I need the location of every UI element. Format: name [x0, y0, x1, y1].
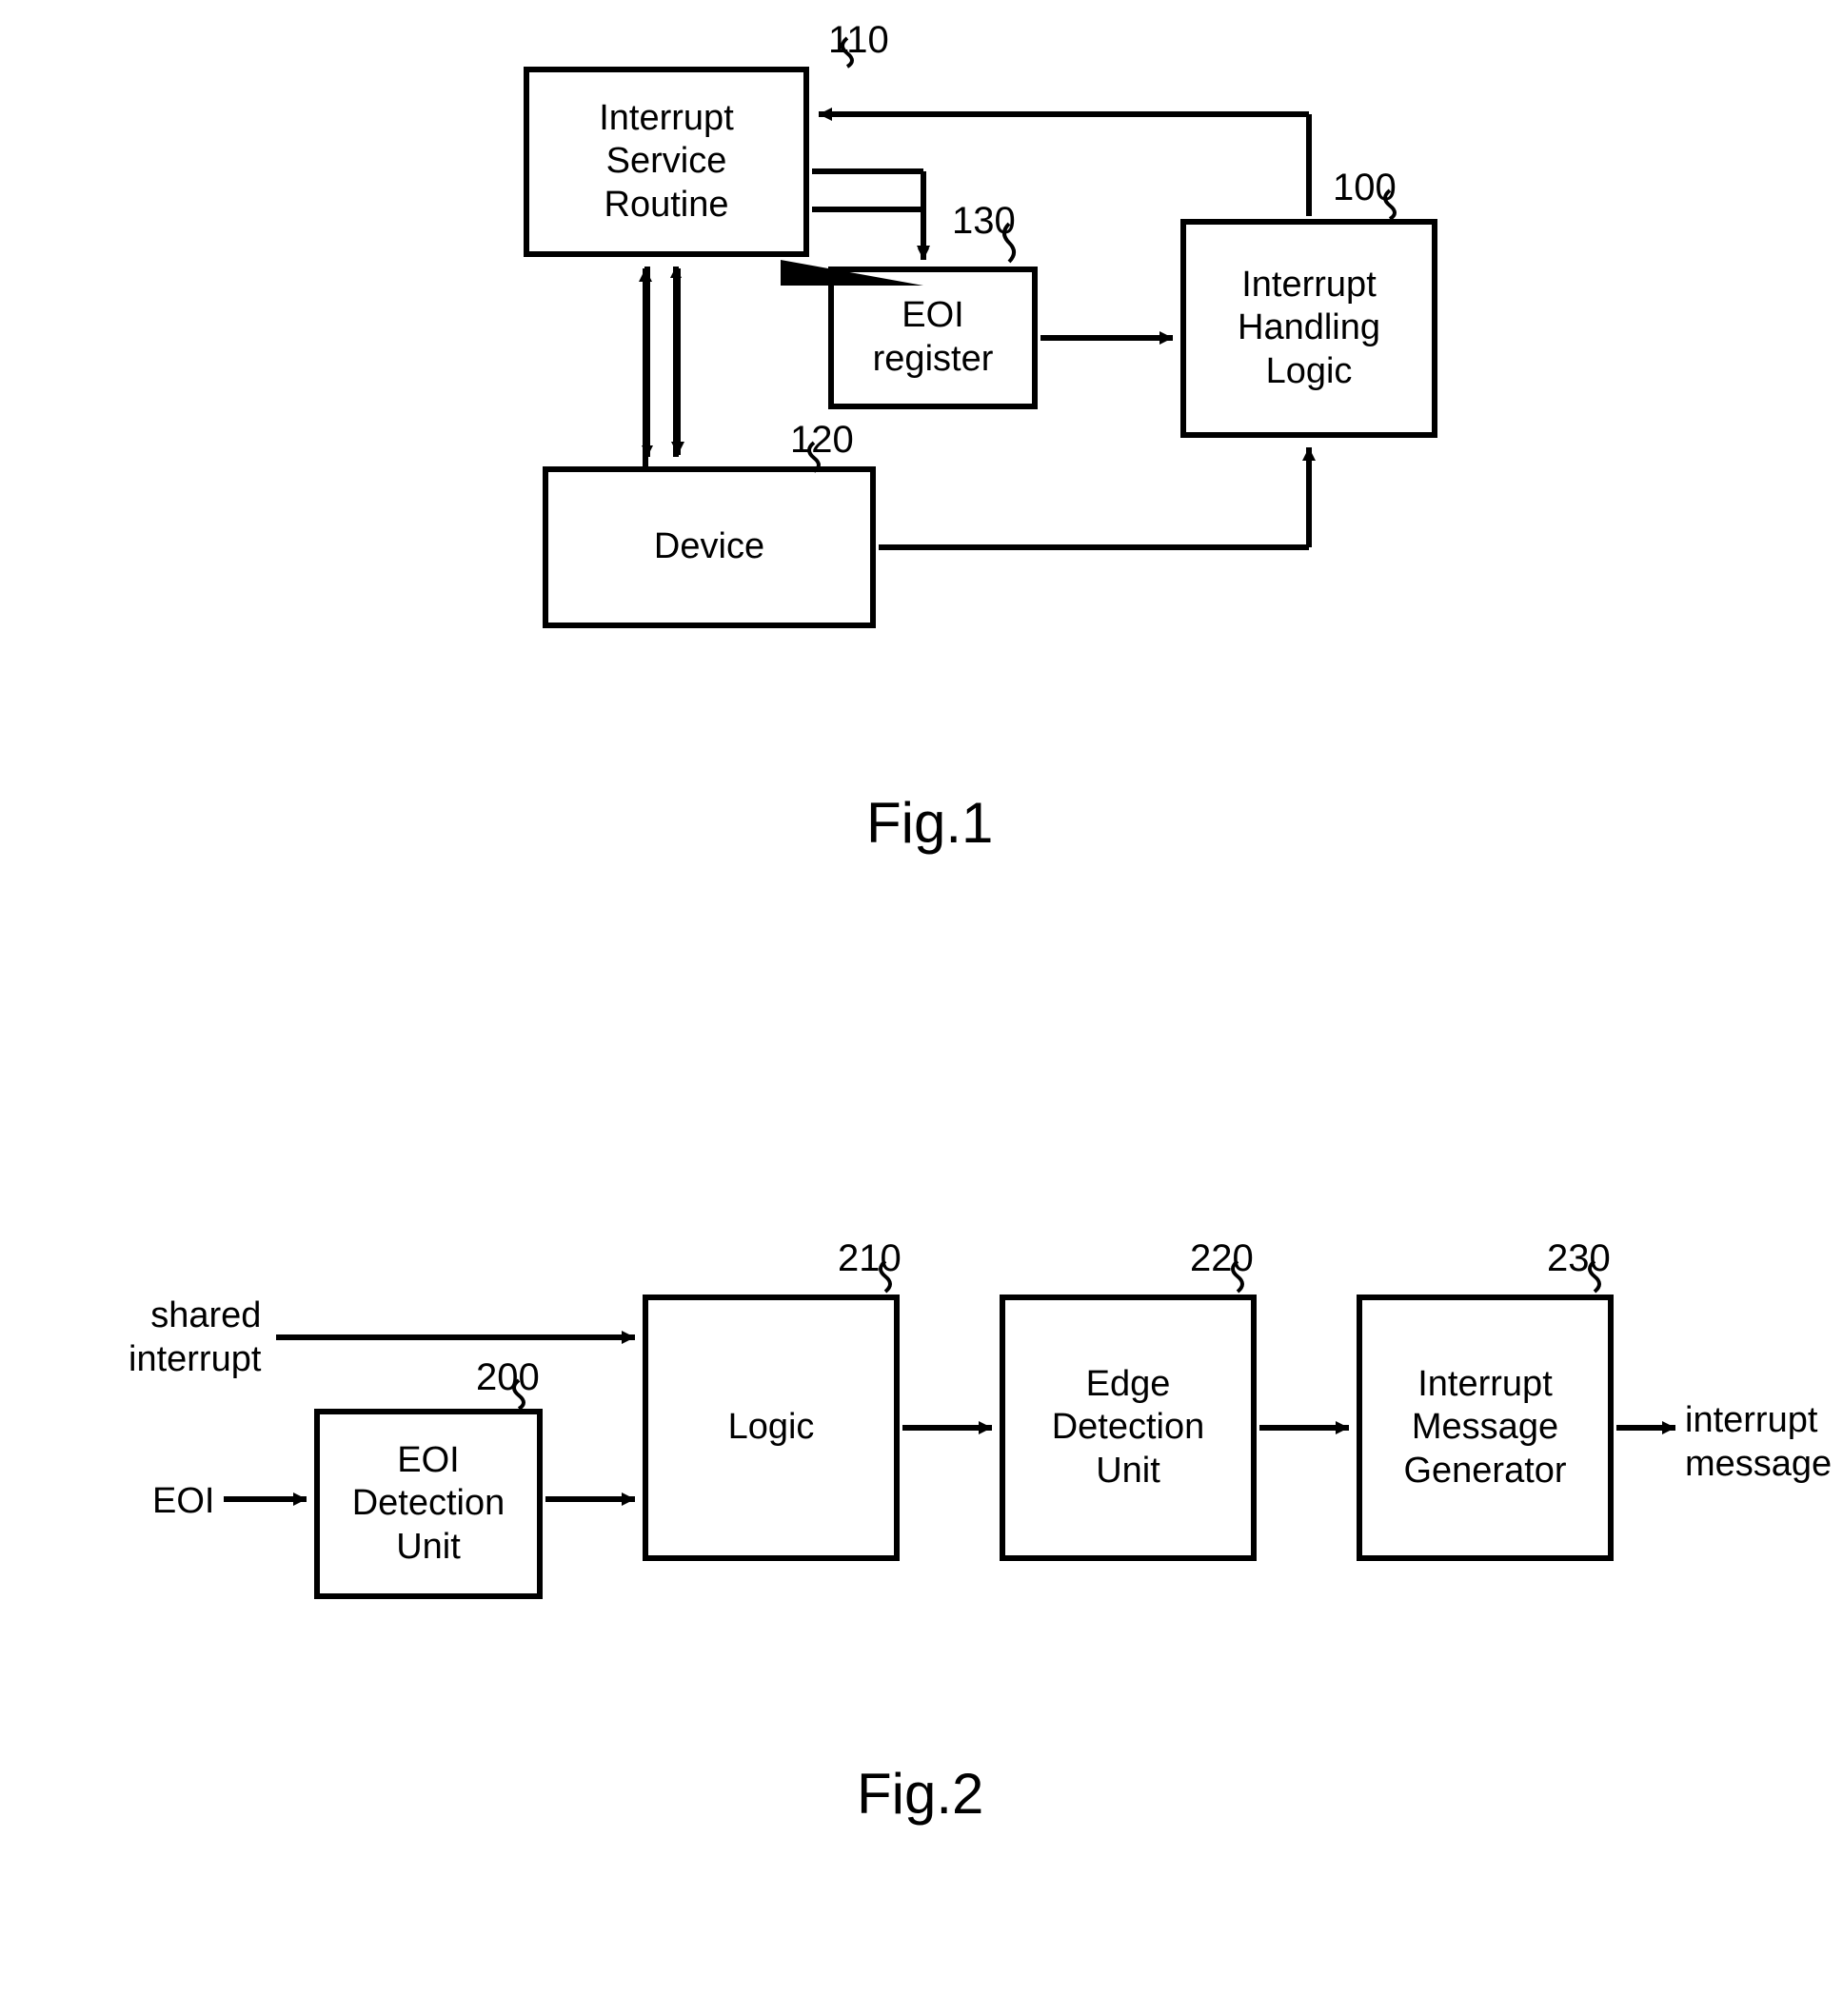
interrupt-logic-ref-label: 100 — [1333, 167, 1397, 209]
eoi-detection-ref-label: 200 — [476, 1356, 540, 1399]
eoi-input-label: EOI — [152, 1480, 214, 1524]
msg-generator-block: Interrupt Message Generator — [1357, 1295, 1614, 1561]
logic-ref-label: 210 — [838, 1237, 902, 1280]
diagram-container: Interrupt Service Routine 110 EOI regist… — [0, 0, 1843, 2016]
fig1-caption: Fig.1 — [866, 790, 993, 856]
eoi-register-block: EOI register — [828, 267, 1038, 409]
msg-generator-ref-label: 230 — [1547, 1237, 1611, 1280]
eoi-register-ref-label: 130 — [952, 200, 1016, 243]
interrupt-message-label: interrupt message — [1685, 1399, 1832, 1486]
isr-ref-label: 110 — [828, 19, 889, 62]
isr-block: Interrupt Service Routine — [524, 67, 809, 257]
logic-block: Logic — [643, 1295, 900, 1561]
edge-detection-ref-label: 220 — [1190, 1237, 1254, 1280]
eoi-detection-block: EOI Detection Unit — [314, 1409, 543, 1599]
device-ref-label: 120 — [790, 419, 854, 462]
shared-interrupt-label: shared interrupt — [129, 1295, 261, 1381]
edge-detection-block: Edge Detection Unit — [1000, 1295, 1257, 1561]
fig2-caption: Fig.2 — [857, 1761, 983, 1827]
device-block: Device — [543, 466, 876, 628]
interrupt-logic-block: Interrupt Handling Logic — [1180, 219, 1437, 438]
